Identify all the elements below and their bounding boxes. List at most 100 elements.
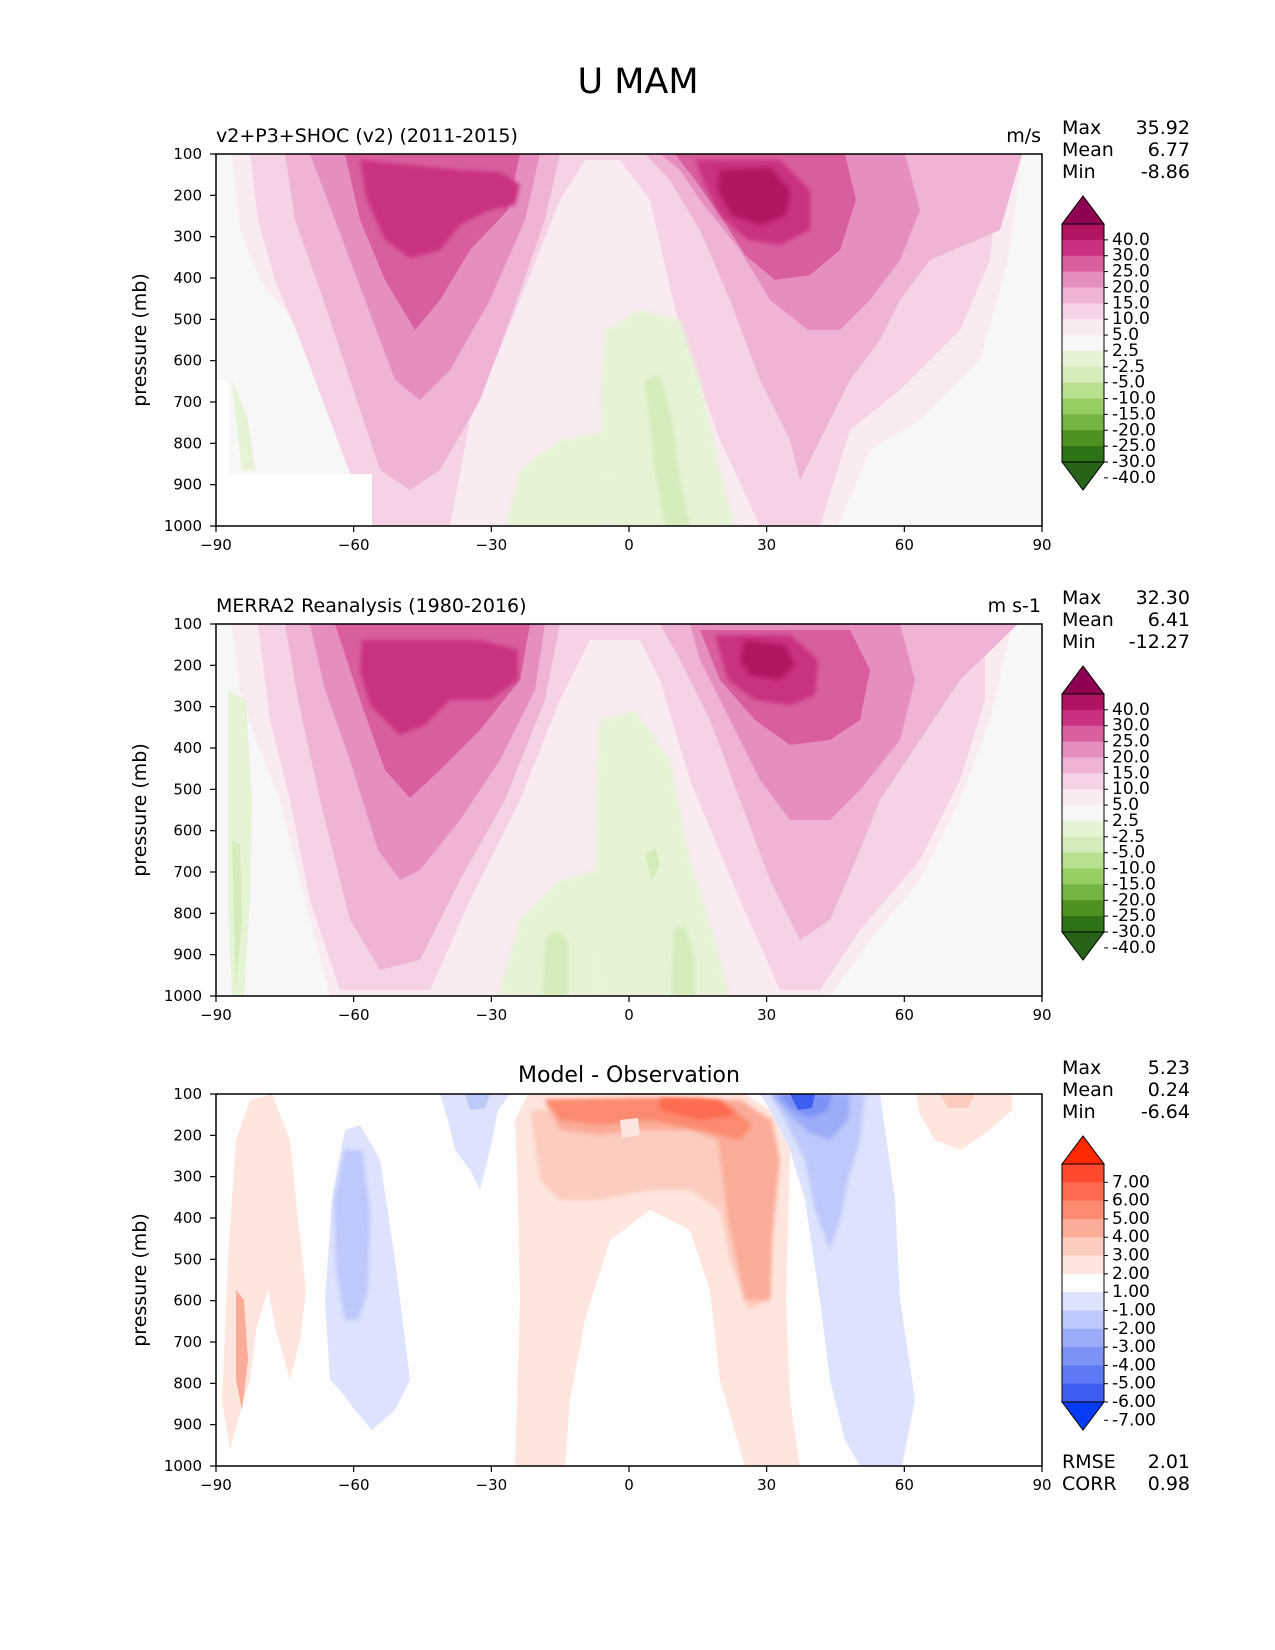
y-tick-label: 700 [173, 863, 202, 881]
colorbar-label: 4.00 [1112, 1227, 1150, 1247]
y-tick-label: 400 [173, 1209, 202, 1227]
colorbar-label: 15.0 [1112, 293, 1150, 313]
metric-value: 2.01 [1148, 1451, 1190, 1473]
panel-2-title: MERRA2 Reanalysis (1980-2016) [216, 595, 527, 617]
colorbar-label: -5.0 [1112, 843, 1145, 863]
panel-1-contour-field [216, 154, 1042, 526]
colorbar-label: -15.0 [1112, 874, 1156, 894]
x-tick-label: −30 [476, 536, 508, 554]
stat-label: Min [1062, 1101, 1096, 1123]
colorbar-label: -25.0 [1112, 906, 1156, 926]
stat-label: Max [1062, 117, 1101, 139]
colorbar-label: -20.0 [1112, 890, 1156, 910]
colorbar-label: -30.0 [1112, 922, 1156, 942]
y-tick-label: 800 [173, 1374, 202, 1392]
panel-2-contour-field [216, 624, 1042, 996]
colorbar-bin [1062, 757, 1104, 774]
stat-value: 0.24 [1148, 1079, 1190, 1101]
colorbar-bin [1062, 224, 1104, 241]
colorbar-bin [1062, 319, 1104, 336]
colorbar-bin [1062, 852, 1104, 870]
y-tick-label: 900 [173, 946, 202, 964]
colorbar-bin [1062, 414, 1104, 431]
colorbar-bin [1062, 1365, 1104, 1385]
colorbar-bin [1062, 900, 1104, 917]
colorbar-label: -7.00 [1112, 1410, 1156, 1430]
colorbar-label: 5.00 [1112, 1209, 1150, 1229]
panel-3-title: Model - Observation [518, 1063, 740, 1088]
stat-label: Max [1062, 1057, 1101, 1079]
x-tick-label: 30 [757, 1006, 776, 1024]
x-tick-label: −90 [200, 1006, 232, 1024]
y-tick-label: 500 [173, 310, 202, 328]
colorbar-bin [1062, 868, 1104, 885]
colorbar-bin [1062, 382, 1104, 400]
colorbar-label: -10.0 [1112, 389, 1156, 409]
panel-3-metrics: RMSE 2.01 CORR 0.98 [1062, 1451, 1190, 1495]
metric-value: 0.98 [1148, 1473, 1190, 1495]
colorbar-label: -4.00 [1112, 1355, 1156, 1375]
colorbar-label: -3.00 [1112, 1337, 1156, 1357]
y-tick-label: 800 [173, 904, 202, 922]
colorbar-bin [1062, 1182, 1104, 1202]
colorbar-label: 10.0 [1112, 779, 1150, 799]
colorbar-bin [1062, 1273, 1104, 1293]
colorbar-label: 5.0 [1112, 795, 1139, 815]
y-tick-label: 300 [173, 698, 202, 716]
colorbar-label: 5.0 [1112, 325, 1139, 345]
colorbar-bin [1062, 239, 1104, 257]
x-tick-label: 60 [895, 1006, 914, 1024]
colorbar-bin [1062, 1164, 1104, 1183]
panel-3-colorbar: 7.006.005.004.003.002.001.00-1.00-2.00-3… [1061, 1135, 1156, 1431]
x-tick-label: −90 [200, 536, 232, 554]
colorbar-bin [1062, 741, 1104, 758]
colorbar-extend-min [1061, 1401, 1105, 1431]
y-tick-label: 700 [173, 1333, 202, 1351]
panel-1-title: v2+P3+SHOC (v2) (2011-2015) [216, 125, 518, 147]
colorbar-label: 25.0 [1112, 732, 1150, 752]
x-tick-label: 90 [1032, 536, 1051, 554]
colorbar-bin [1062, 773, 1104, 790]
stat-label: Min [1062, 161, 1096, 183]
y-tick-label: 600 [173, 1292, 202, 1310]
colorbar-bin [1062, 366, 1104, 384]
colorbar-bin [1062, 1292, 1104, 1311]
colorbar-bin [1062, 1237, 1104, 1257]
x-tick-label: 90 [1032, 1006, 1051, 1024]
colorbar-label: -15.0 [1112, 404, 1156, 424]
colorbar-bin [1062, 836, 1104, 854]
colorbar-label: 2.5 [1112, 341, 1139, 361]
colorbar-label: -5.00 [1112, 1374, 1156, 1394]
colorbar-bin [1062, 335, 1104, 352]
colorbar-bin [1062, 255, 1104, 273]
y-tick-label: 200 [173, 1126, 202, 1144]
colorbar-bin [1062, 398, 1104, 415]
x-tick-label: −60 [338, 536, 370, 554]
y-tick-label: 1000 [164, 517, 202, 535]
colorbar-bin [1062, 430, 1104, 447]
x-tick-label: 90 [1032, 1476, 1051, 1494]
colorbar-label: 25.0 [1112, 262, 1150, 282]
panel-2-colorbar: 40.030.025.020.015.010.05.02.5-2.5-5.0-1… [1061, 665, 1156, 961]
x-tick-label: 30 [757, 1476, 776, 1494]
colorbar-bin [1062, 446, 1104, 463]
colorbar-label: 20.0 [1112, 747, 1150, 767]
colorbar-bin [1062, 694, 1104, 711]
colorbar-bin [1062, 1383, 1104, 1403]
y-tick-label: 700 [173, 393, 202, 411]
y-tick-label: 100 [173, 145, 202, 163]
panel-2-units: m s-1 [988, 595, 1041, 617]
colorbar-bin [1062, 1328, 1104, 1348]
panel-2-axes: −90 −60 −30 0 30 60 90 100 200 300 400 500 600 700 800… [129, 615, 1052, 1024]
colorbar-bin [1062, 805, 1104, 822]
x-tick-label: −60 [338, 1476, 370, 1494]
panel-1-stats: Max 35.92 Mean 6.77 Min -8.86 [1062, 117, 1190, 183]
stat-value: -8.86 [1141, 161, 1190, 183]
x-tick-label: 0 [624, 536, 634, 554]
y-tick-label: 500 [173, 780, 202, 798]
stat-label: Max [1062, 587, 1101, 609]
y-tick-label: 800 [173, 434, 202, 452]
panel-3-axes: −90 −60 −30 0 30 60 90 100 200 300 400 500 600 700 800… [129, 1085, 1052, 1494]
colorbar-label: -2.5 [1112, 827, 1145, 847]
colorbar-label: -20.0 [1112, 420, 1156, 440]
